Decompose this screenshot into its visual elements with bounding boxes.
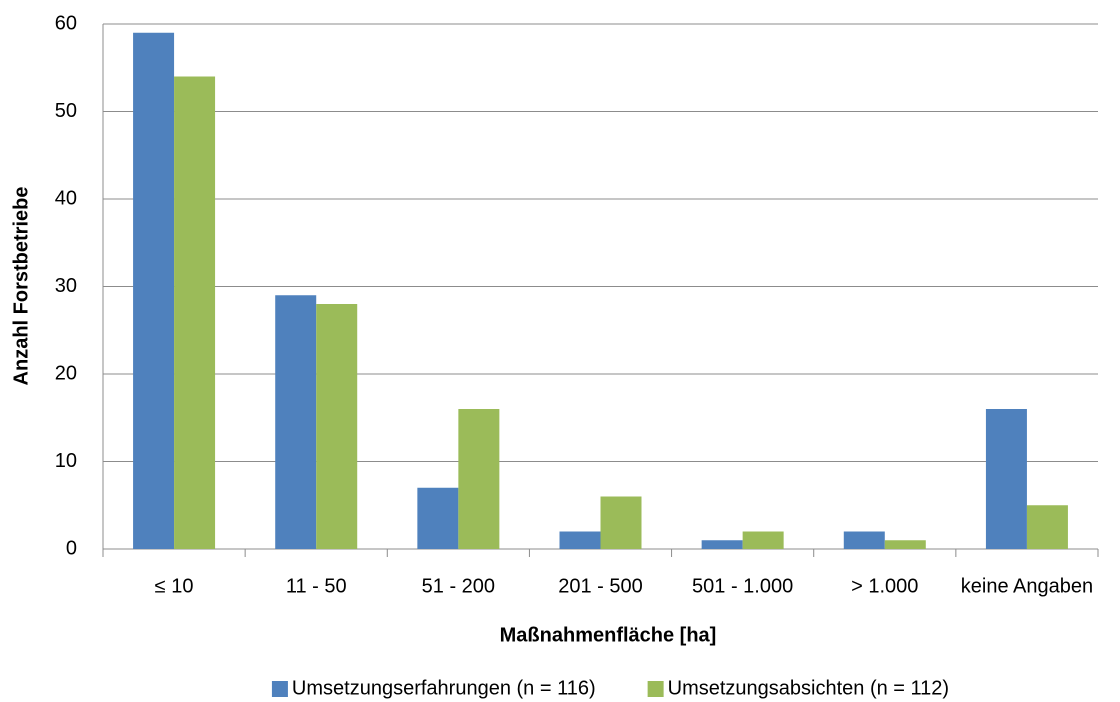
bar bbox=[701, 540, 743, 549]
bar bbox=[600, 496, 642, 549]
y-tick-label: 40 bbox=[55, 187, 77, 209]
bar bbox=[884, 540, 926, 549]
bar bbox=[458, 409, 500, 549]
bar bbox=[417, 487, 459, 549]
y-tick-label: 50 bbox=[55, 100, 77, 122]
bar bbox=[742, 531, 784, 549]
x-tick-label: ≤ 10 bbox=[155, 575, 194, 597]
x-tick-label: 51 - 200 bbox=[422, 575, 495, 597]
x-tick-label: > 1.000 bbox=[851, 575, 918, 597]
legend-swatch bbox=[271, 681, 288, 697]
legend-swatch bbox=[647, 681, 664, 697]
bar bbox=[316, 304, 358, 549]
bar bbox=[843, 531, 885, 549]
x-tick-label: 11 - 50 bbox=[286, 575, 347, 597]
x-tick-label: keine Angaben bbox=[961, 575, 1093, 597]
x-tick-label: 501 - 1.000 bbox=[692, 575, 793, 597]
y-tick-label: 30 bbox=[55, 275, 77, 297]
x-axis-title: Maßnahmenfläche [ha] bbox=[500, 624, 717, 646]
legend-label: Umsetzungsabsichten (n = 112) bbox=[668, 677, 949, 699]
x-tick-label: 201 - 500 bbox=[558, 575, 643, 597]
bar bbox=[133, 32, 175, 549]
y-tick-label: 20 bbox=[55, 362, 77, 384]
bar bbox=[1026, 505, 1068, 549]
bar bbox=[559, 531, 601, 549]
y-tick-label: 0 bbox=[66, 537, 77, 559]
y-tick-label: 10 bbox=[55, 450, 77, 472]
bar bbox=[174, 76, 216, 549]
y-axis-title: Anzahl Forstbetriebe bbox=[10, 187, 32, 386]
bar bbox=[985, 409, 1027, 549]
bar bbox=[275, 295, 317, 549]
y-tick-label: 60 bbox=[55, 12, 77, 34]
legend-label: Umsetzungserfahrungen (n = 116) bbox=[292, 677, 596, 699]
